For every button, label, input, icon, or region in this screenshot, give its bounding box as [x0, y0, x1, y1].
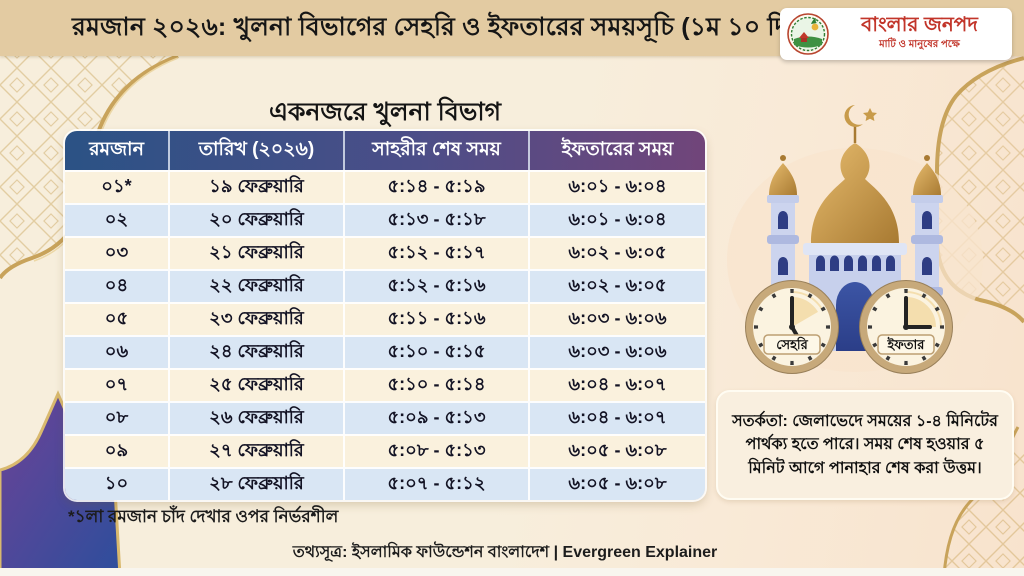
table-cell: ৫:০৯ - ৫:১৩ — [345, 403, 530, 434]
table-row: ০৭ ২৫ ফেব্রুয়ারি ৫:১০ - ৫:১৪ ৬:০৪ - ৬:০৭ — [65, 368, 705, 401]
table-cell: ২৭ ফেব্রুয়ারি — [170, 436, 345, 467]
sehri-clock-label: সেহরি — [776, 337, 808, 352]
column-header: রমজান — [65, 131, 170, 170]
table-cell: ০৬ — [65, 337, 170, 368]
table-cell: ৬:০১ - ৬:০৪ — [568, 176, 667, 196]
table-cell: ২১ ফেব্রুয়ারি — [170, 238, 345, 269]
table-cell: ০২ — [65, 205, 170, 236]
table-cell: ৫:১০ - ৫:১৫ — [345, 337, 530, 368]
table-cell: ০৮ — [65, 403, 170, 434]
table-cell: ৫:১৪ - ৫:১৯ — [345, 172, 530, 203]
table-cell: ২২ ফেব্রুয়ারি — [170, 271, 345, 302]
table-cell: ৫:১০ - ৫:১৪ — [345, 370, 530, 401]
column-header: ইফতারের সময় — [561, 138, 674, 160]
table-row: ০২ ২০ ফেব্রুয়ারি ৫:১৩ - ৫:১৮ ৬:০১ - ৬:০৪ — [65, 203, 705, 236]
table-row: ০৬ ২৪ ফেব্রুয়ারি ৫:১০ - ৫:১৫ ৬:০৩ - ৬:০৬ — [65, 335, 705, 368]
brand-logo: বাংলার জনপদ মাটি ও মানুষের পক্ষে — [780, 8, 1012, 60]
footnote: *১লা রমজান চাঁদ দেখার ওপর নির্ভরশীল — [68, 507, 339, 526]
table-cell: ২৩ ফেব্রুয়ারি — [170, 304, 345, 335]
table-cell: ২৮ ফেব্রুয়ারি — [170, 469, 345, 500]
table-cell: ৬:০৩ - ৬:০৬ — [568, 308, 667, 328]
page-title: রমজান ২০২৬: খুলনা বিভাগের সেহরি ও ইফতারে… — [72, 12, 826, 41]
source-credit: তথ্যসূত্র: ইসলামিক ফাউন্ডেশন বাংলাদেশ | … — [292, 544, 718, 561]
table-cell: ৬:০৫ - ৬:০৮ — [568, 440, 667, 460]
table-row: ০৩ ২১ ফেব্রুয়ারি ৫:১২ - ৫:১৭ ৬:০২ - ৬:০৫ — [65, 236, 705, 269]
table-cell: ০৩ — [65, 238, 170, 269]
table-cell: ২৫ ফেব্রুয়ারি — [170, 370, 345, 401]
table-cell: ০৯ — [65, 436, 170, 467]
section-title: একনজরে খুলনা বিভাগ — [268, 98, 502, 126]
table-row: ১০ ২৮ ফেব্রুয়ারি ৫:০৭ - ৫:১২ ৬:০৫ - ৬:০৮ — [65, 467, 705, 500]
table-cell: ৫:০৭ - ৫:১২ — [345, 469, 530, 500]
table-cell: ৫:১২ - ৫:১৭ — [345, 238, 530, 269]
table-cell: ৫:১৩ - ৫:১৮ — [345, 205, 530, 236]
table-cell: ৫:১১ - ৫:১৬ — [345, 304, 530, 335]
table-cell: ০১* — [65, 172, 170, 203]
table-row: ০৪ ২২ ফেব্রুয়ারি ৫:১২ - ৫:১৬ ৬:০২ - ৬:০৫ — [65, 269, 705, 302]
mosque-illustration — [715, 95, 1015, 385]
table-cell: ৬:০২ - ৬:০৫ — [568, 242, 667, 262]
table-cell: ৬:০৫ - ৬:০৮ — [568, 473, 667, 493]
table-cell: ০৪ — [65, 271, 170, 302]
table-cell: ২৪ ফেব্রুয়ারি — [170, 337, 345, 368]
table-row: ০৮ ২৬ ফেব্রুয়ারি ৫:০৯ - ৫:১৩ ৬:০৪ - ৬:০৭ — [65, 401, 705, 434]
iftar-clock-icon — [859, 280, 953, 374]
table-cell: ০৭ — [65, 370, 170, 401]
warning-box: সতর্কতা: জেলাভেদে সময়ের ১-৪ মিনিটের পার… — [716, 390, 1014, 500]
table-cell: ৬:০৪ - ৬:০৭ — [568, 374, 667, 394]
logo-tagline: মাটি ও মানুষের পক্ষে — [879, 39, 960, 50]
table-cell: ১৯ ফেব্রুয়ারি — [170, 172, 345, 203]
schedule-table: রমজান তারিখ (২০২৬) সাহরীর শেষ সময় ইফতারের … — [65, 131, 705, 500]
table-cell: ২০ ফেব্রুয়ারি — [170, 205, 345, 236]
table-body: ০১* ১৯ ফেব্রুয়ারি ৫:১৪ - ৫:১৯ ৬:০১ - ৬:০৪ ০… — [65, 170, 705, 500]
bottom-strip — [0, 568, 1024, 576]
table-cell: ৫:০৮ - ৫:১৩ — [345, 436, 530, 467]
logo-emblem-icon — [787, 13, 829, 55]
column-header: সাহরীর শেষ সময় — [345, 131, 530, 170]
table-cell: ২৬ ফেব্রুয়ারি — [170, 403, 345, 434]
iftar-clock-label: ইফতার — [887, 337, 925, 352]
table-cell: ৬:০২ - ৬:০৫ — [568, 275, 667, 295]
sehri-clock-icon — [745, 280, 839, 374]
column-header: তারিখ (২০২৬) — [170, 131, 345, 170]
table-cell: ৬:০১ - ৬:০৪ — [568, 209, 667, 229]
table-cell: ০৫ — [65, 304, 170, 335]
table-cell: ১০ — [65, 469, 170, 500]
table-cell: ৬:০৩ - ৬:০৬ — [568, 341, 667, 361]
logo-name: বাংলার জনপদ — [861, 14, 978, 36]
table-row: ০৫ ২৩ ফেব্রুয়ারি ৫:১১ - ৫:১৬ ৬:০৩ - ৬:০৬ — [65, 302, 705, 335]
table-row: ০১* ১৯ ফেব্রুয়ারি ৫:১৪ - ৫:১৯ ৬:০১ - ৬:০৪ — [65, 170, 705, 203]
crescent-icon — [844, 105, 877, 127]
table-row: ০৯ ২৭ ফেব্রুয়ারি ৫:০৮ - ৫:১৩ ৬:০৫ - ৬:০৮ — [65, 434, 705, 467]
mosque-graphic — [727, 105, 983, 374]
table-cell: ৫:১২ - ৫:১৬ — [345, 271, 530, 302]
table-cell: ৬:০৪ - ৬:০৭ — [568, 407, 667, 427]
warning-text: সতর্কতা: জেলাভেদে সময়ের ১-৪ মিনিটের পার… — [732, 413, 998, 477]
table-header-row: রমজান তারিখ (২০২৬) সাহরীর শেষ সময় ইফতারের … — [65, 131, 705, 170]
